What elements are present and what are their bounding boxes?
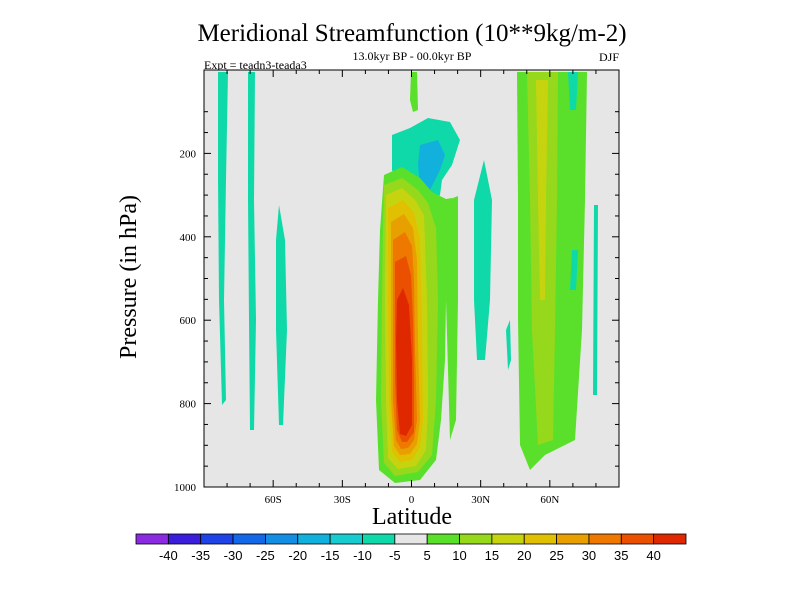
colorbar-label: -30 xyxy=(224,548,243,563)
x-tick-label: 30N xyxy=(471,494,490,506)
y-tick-label: 200 xyxy=(180,148,197,160)
colorbar-label: -10 xyxy=(353,548,372,563)
experiment-label: Expt = teadn3-teada3 xyxy=(204,58,307,72)
colorbar-swatch xyxy=(620,533,655,545)
colorbar-swatch xyxy=(491,533,525,545)
colorbar-label: 10 xyxy=(452,548,466,563)
chart-title: Meridional Streamfunction (10**9kg/m-2) xyxy=(197,20,626,47)
contour-sh-band-3 xyxy=(276,205,287,425)
contour-nh-band-2 xyxy=(474,160,492,360)
contour-nh-band-6 xyxy=(593,205,598,395)
contour-nh-band-5 xyxy=(568,72,578,110)
colorbar-label: 5 xyxy=(424,548,431,563)
colorbar-label: -25 xyxy=(256,548,275,563)
colorbar-swatch xyxy=(523,533,557,545)
x-tick-label: 30S xyxy=(334,494,351,506)
colorbar: -40 -35 -30 -25 -20 -15 -10 -5 5 10 15 20 25 30 35 40 xyxy=(135,533,687,563)
contour-sh-band-1 xyxy=(218,72,228,405)
colorbar-swatch xyxy=(297,533,331,545)
chart-subtitle: 13.0kyr BP - 00.0kyr BP xyxy=(353,49,472,63)
colorbar-swatch xyxy=(167,533,202,545)
colorbar-label: -15 xyxy=(321,548,340,563)
colorbar-label: -20 xyxy=(288,548,307,563)
colorbar-swatch xyxy=(426,533,460,545)
x-tick-label: 60N xyxy=(540,494,559,506)
y-tick-label: 400 xyxy=(180,232,197,244)
x-tick-label: 0 xyxy=(409,494,415,506)
contour-field xyxy=(218,72,598,483)
y-tick-label: 1000 xyxy=(174,482,197,494)
colorbar-swatch xyxy=(232,533,266,545)
contour-upper-neg-inner xyxy=(418,140,445,190)
contour-tropical-l8 xyxy=(396,288,412,436)
colorbar-label: -40 xyxy=(159,548,178,563)
x-axis-label: Latitude xyxy=(372,504,452,530)
contour-nh-midlat-inner xyxy=(536,80,548,300)
colorbar-swatch xyxy=(653,533,687,545)
colorbar-label: 40 xyxy=(646,548,660,563)
x-tick-label: 60S xyxy=(265,494,282,506)
colorbar-swatch xyxy=(362,533,396,545)
x-axis: 60S 30S 0 30N 60N xyxy=(226,70,597,506)
colorbar-label: 30 xyxy=(582,548,596,563)
season-label: DJF xyxy=(599,50,619,64)
colorbar-label: 25 xyxy=(549,548,563,563)
colorbar-label: 15 xyxy=(485,548,499,563)
colorbar-swatch xyxy=(588,533,622,545)
colorbar-swatch xyxy=(556,533,590,545)
contour-nh-band-7 xyxy=(570,250,578,290)
colorbar-swatch xyxy=(394,533,428,545)
y-tick-label: 600 xyxy=(180,315,197,327)
y-axis: 200 400 600 800 1000 xyxy=(174,111,619,494)
y-tick-label: 800 xyxy=(180,399,197,411)
colorbar-label: 20 xyxy=(517,548,531,563)
contour-nh-band-3 xyxy=(506,320,511,370)
colorbar-swatch xyxy=(329,533,363,545)
colorbar-swatch xyxy=(135,533,169,545)
colorbar-label: 35 xyxy=(614,548,628,563)
y-axis-label: Pressure (in hPa) xyxy=(116,195,142,359)
colorbar-swatch xyxy=(265,533,299,545)
contour-sh-band-2 xyxy=(248,72,256,430)
colorbar-label: -35 xyxy=(191,548,210,563)
contour-nh-band-1 xyxy=(446,196,458,440)
contour-nh-band-4 xyxy=(410,72,418,112)
colorbar-swatch xyxy=(459,533,493,545)
colorbar-label: -5 xyxy=(389,548,401,563)
colorbar-swatch xyxy=(200,533,234,545)
